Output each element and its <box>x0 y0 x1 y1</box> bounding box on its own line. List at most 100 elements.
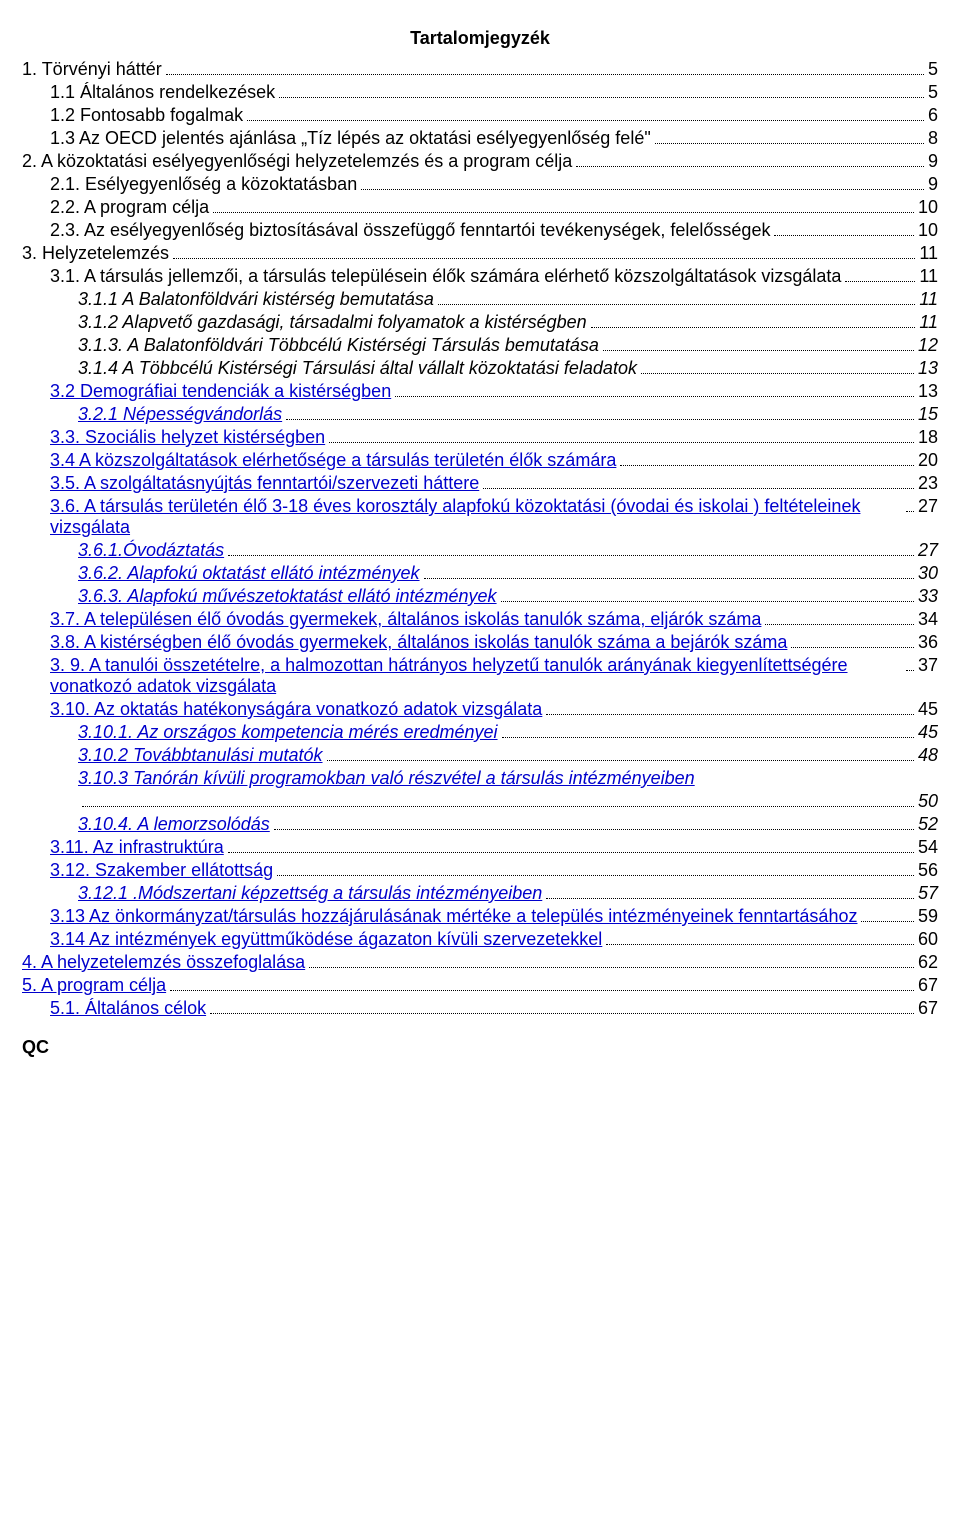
toc-entry[interactable]: 5.1. Általános célok67 <box>22 998 938 1019</box>
toc-link[interactable]: 3.10.2 Továbbtanulási mutatók <box>78 745 323 765</box>
toc-entry-label[interactable]: 3. 9. A tanulói összetételre, a halmozot… <box>50 655 902 697</box>
toc-entry-label[interactable]: 3.10.2 Továbbtanulási mutatók <box>78 745 323 766</box>
toc-entry-label[interactable]: 3.7. A településen élő óvodás gyermekek,… <box>50 609 761 630</box>
toc-link[interactable]: 3.14 Az intézmények együttműködése ágaza… <box>50 929 602 949</box>
toc-entry-label[interactable]: 3.2.1 Népességvándorlás <box>78 404 282 425</box>
toc-entry-continuation: 50 <box>22 791 938 812</box>
toc-entry[interactable]: 3.6.1.Óvodáztatás27 <box>22 540 938 561</box>
toc-link[interactable]: 3.2 Demográfiai tendenciák a kistérségbe… <box>50 381 391 401</box>
toc-entry-label[interactable]: 3.5. A szolgáltatásnyújtás fenntartói/sz… <box>50 473 479 494</box>
toc-entry[interactable]: 3.12. Szakember ellátottság56 <box>22 860 938 881</box>
toc-entry-label[interactable]: 3.10.1. Az országos kompetencia mérés er… <box>78 722 498 743</box>
toc-entry-label[interactable]: 3.6.2. Alapfokú oktatást ellátó intézmén… <box>78 563 420 584</box>
toc-link[interactable]: 3.10.1. Az országos kompetencia mérés er… <box>78 722 498 742</box>
toc-link[interactable]: 3.5. A szolgáltatásnyújtás fenntartói/sz… <box>50 473 479 493</box>
toc-page-number: 30 <box>918 563 938 584</box>
toc-page-number: 34 <box>918 609 938 630</box>
toc-entry[interactable]: 3.11. Az infrastruktúra54 <box>22 837 938 858</box>
toc-link[interactable]: 5.1. Általános célok <box>50 998 206 1018</box>
toc-entry: 2. A közoktatási esélyegyenlőségi helyze… <box>22 151 938 172</box>
toc-entry[interactable]: 3.2.1 Népességvándorlás15 <box>22 404 938 425</box>
toc-link[interactable]: 3.10.3 Tanórán kívüli programokban való … <box>78 768 695 788</box>
toc-link[interactable]: 3.10.4. A lemorzsolódás <box>78 814 270 834</box>
toc-entry-label[interactable]: 3.10. Az oktatás hatékonyságára vonatkoz… <box>50 699 542 720</box>
toc-link[interactable]: 3.12. Szakember ellátottság <box>50 860 273 880</box>
toc-link[interactable]: 4. A helyzetelemzés összefoglalása <box>22 952 305 972</box>
toc-entry[interactable]: 3.8. A kistérségben élő óvodás gyermekek… <box>22 632 938 653</box>
toc-entry[interactable]: 3.6.2. Alapfokú oktatást ellátó intézmén… <box>22 563 938 584</box>
toc-link[interactable]: 3.6. A társulás területén élő 3-18 éves … <box>50 496 860 537</box>
toc-leader <box>906 498 914 513</box>
toc-page-number: 18 <box>918 427 938 448</box>
toc-entry-label[interactable]: 5.1. Általános célok <box>50 998 206 1019</box>
toc-entry-label[interactable]: 3.13 Az önkormányzat/társulás hozzájárul… <box>50 906 857 927</box>
toc-link[interactable]: 3.12.1 .Módszertani képzettség a társulá… <box>78 883 542 903</box>
toc-link[interactable]: 3.4 A közszolgáltatások elérhetősége a t… <box>50 450 616 470</box>
toc-entry[interactable]: 3.2 Demográfiai tendenciák a kistérségbe… <box>22 381 938 402</box>
toc-link[interactable]: 3.10. Az oktatás hatékonyságára vonatkoz… <box>50 699 542 719</box>
toc-leader <box>274 816 914 831</box>
toc-entry: 3.1.3. A Balatonföldvári Többcélú Kistér… <box>22 335 938 356</box>
toc-entry: 1. Törvényi háttér5 <box>22 59 938 80</box>
toc-entry: 1.2 Fontosabb fogalmak6 <box>22 105 938 126</box>
toc-entry-label: 3.1.3. A Balatonföldvári Többcélú Kistér… <box>78 335 599 356</box>
toc-link[interactable]: 3.6.2. Alapfokú oktatást ellátó intézmén… <box>78 563 420 583</box>
toc-entry[interactable]: 3.13 Az önkormányzat/társulás hozzájárul… <box>22 906 938 927</box>
toc-entry-label[interactable]: 3.6.3. Alapfokú művészetoktatást ellátó … <box>78 586 497 607</box>
toc-entry[interactable]: 4. A helyzetelemzés összefoglalása62 <box>22 952 938 973</box>
toc-link[interactable]: 3.3. Szociális helyzet kistérségben <box>50 427 325 447</box>
toc-entry-label[interactable]: 3.8. A kistérségben élő óvodás gyermekek… <box>50 632 787 653</box>
toc-entry[interactable]: 3.14 Az intézmények együttműködése ágaza… <box>22 929 938 950</box>
toc-entry[interactable]: 3.10.4. A lemorzsolódás52 <box>22 814 938 835</box>
toc-entry[interactable]: 3.10.1. Az országos kompetencia mérés er… <box>22 722 938 743</box>
toc-entry[interactable]: 3.4 A közszolgáltatások elérhetősége a t… <box>22 450 938 471</box>
toc-page-number: 48 <box>918 745 938 766</box>
toc-entry-label[interactable]: 3.6. A társulás területén élő 3-18 éves … <box>50 496 902 538</box>
toc-leader <box>228 542 914 557</box>
toc-entry: 2.1. Esélyegyenlőség a közoktatásban9 <box>22 174 938 195</box>
toc-link[interactable]: 3.13 Az önkormányzat/társulás hozzájárul… <box>50 906 857 926</box>
toc-entry[interactable]: 3.10.3 Tanórán kívüli programokban való … <box>22 768 938 789</box>
toc-entry-label[interactable]: 3.4 A közszolgáltatások elérhetősége a t… <box>50 450 616 471</box>
toc-link[interactable]: 3.6.1.Óvodáztatás <box>78 540 224 560</box>
toc-entry[interactable]: 5. A program célja67 <box>22 975 938 996</box>
toc-entry[interactable]: 3.6. A társulás területén élő 3-18 éves … <box>22 496 938 538</box>
toc-entry[interactable]: 3.5. A szolgáltatásnyújtás fenntartói/sz… <box>22 473 938 494</box>
toc-entry-label[interactable]: 3.14 Az intézmények együttműködése ágaza… <box>50 929 602 950</box>
toc-page-number: 36 <box>918 632 938 653</box>
toc-entry-label[interactable]: 3.3. Szociális helyzet kistérségben <box>50 427 325 448</box>
toc-entry-label[interactable]: 3.12. Szakember ellátottság <box>50 860 273 881</box>
toc-leader <box>210 1000 914 1015</box>
toc-entry-label: 3. Helyzetelemzés <box>22 243 169 264</box>
toc-entry-label[interactable]: 3.12.1 .Módszertani képzettség a társulá… <box>78 883 542 904</box>
toc-link[interactable]: 3. 9. A tanulói összetételre, a halmozot… <box>50 655 848 696</box>
toc-link[interactable]: 3.2.1 Népességvándorlás <box>78 404 282 424</box>
toc-leader <box>606 931 914 946</box>
toc-entry[interactable]: 3. 9. A tanulói összetételre, a halmozot… <box>22 655 938 697</box>
toc-entry-label[interactable]: 3.10.3 Tanórán kívüli programokban való … <box>78 768 695 789</box>
toc-entry-label[interactable]: 3.10.4. A lemorzsolódás <box>78 814 270 835</box>
toc-entry[interactable]: 3.3. Szociális helyzet kistérségben 18 <box>22 427 938 448</box>
toc-entry[interactable]: 3.12.1 .Módszertani képzettség a társulá… <box>22 883 938 904</box>
toc-entry[interactable]: 3.7. A településen élő óvodás gyermekek,… <box>22 609 938 630</box>
toc-link[interactable]: 3.11. Az infrastruktúra <box>50 837 224 857</box>
toc-entry-label: 2.3. Az esélyegyenlőség biztosításával ö… <box>50 220 770 241</box>
toc-link[interactable]: 5. A program célja <box>22 975 166 995</box>
toc-page-number: 13 <box>918 358 938 379</box>
toc-entry[interactable]: 3.6.3. Alapfokú művészetoktatást ellátó … <box>22 586 938 607</box>
toc-entry[interactable]: 3.10. Az oktatás hatékonyságára vonatkoz… <box>22 699 938 720</box>
toc-entry-label[interactable]: 5. A program célja <box>22 975 166 996</box>
toc-entry-label[interactable]: 3.2 Demográfiai tendenciák a kistérségbe… <box>50 381 391 402</box>
toc-entry-label[interactable]: 3.6.1.Óvodáztatás <box>78 540 224 561</box>
toc-entry-label[interactable]: 4. A helyzetelemzés összefoglalása <box>22 952 305 973</box>
toc-leader <box>277 862 914 877</box>
toc-page-number: 11 <box>919 289 938 310</box>
toc-link[interactable]: 3.7. A településen élő óvodás gyermekek,… <box>50 609 761 629</box>
toc-entry: 2.3. Az esélyegyenlőség biztosításával ö… <box>22 220 938 241</box>
toc-entry-label[interactable]: 3.11. Az infrastruktúra <box>50 837 224 858</box>
toc-link[interactable]: 3.8. A kistérségben élő óvodás gyermekek… <box>50 632 787 652</box>
toc-leader <box>166 61 924 76</box>
toc-entry[interactable]: 3.10.2 Továbbtanulási mutatók 48 <box>22 745 938 766</box>
toc-link[interactable]: 3.6.3. Alapfokú művészetoktatást ellátó … <box>78 586 497 606</box>
toc-leader <box>483 475 914 490</box>
